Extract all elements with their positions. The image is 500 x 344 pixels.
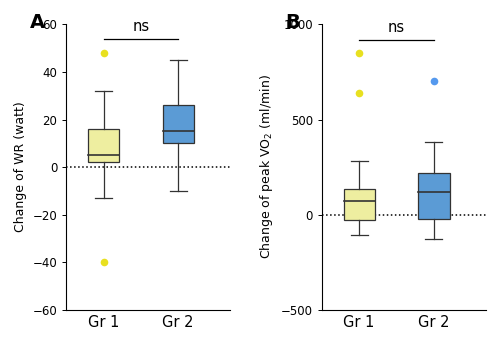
Y-axis label: Change of WR (watt): Change of WR (watt) — [14, 101, 27, 233]
Text: ns: ns — [388, 20, 405, 35]
Text: ns: ns — [132, 19, 150, 34]
Text: A: A — [30, 13, 45, 32]
Bar — [344, 189, 375, 220]
Bar — [162, 105, 194, 143]
Bar — [88, 129, 119, 162]
Text: B: B — [286, 13, 300, 32]
Bar — [418, 173, 450, 219]
Y-axis label: Change of peak VO$_2$ (ml/min): Change of peak VO$_2$ (ml/min) — [258, 75, 276, 259]
